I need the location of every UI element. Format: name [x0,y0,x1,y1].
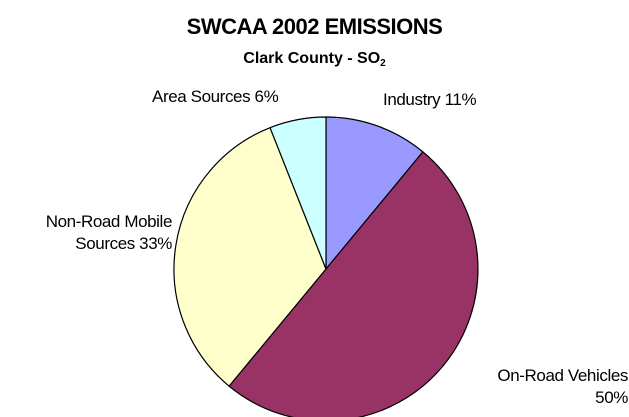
chart-subtitle-text: Clark County - SO [243,50,381,67]
chart-subtitle: Clark County - SO2 [0,50,629,69]
slice-label-non-road-line-1: Non-Road Mobile [45,212,173,231]
pie-slice-non-road-mobile-sources [173,127,327,387]
pie-slice-area-sources [269,116,327,270]
slice-label-on-road-line-2: 50% [595,388,628,407]
slice-label-non-road-line-2: Sources 33% [75,234,172,253]
slice-label-area-sources: Area Sources 6% [152,87,279,106]
pie-slice-industry [325,116,424,270]
chart-title: SWCAA 2002 EMISSIONS [186,14,443,39]
slice-label-industry: Industry 11% [383,90,477,109]
slice-label-on-road-vehicles: On-Road Vehicles 50% [452,365,628,409]
slice-label-non-road-mobile: Non-Road Mobile Sources 33% [6,211,173,255]
slice-label-on-road-line-1: On-Road Vehicles [497,366,628,385]
pie-slice-on-road-vehicles [228,151,479,417]
chart-subtitle-subscript: 2 [380,58,386,69]
